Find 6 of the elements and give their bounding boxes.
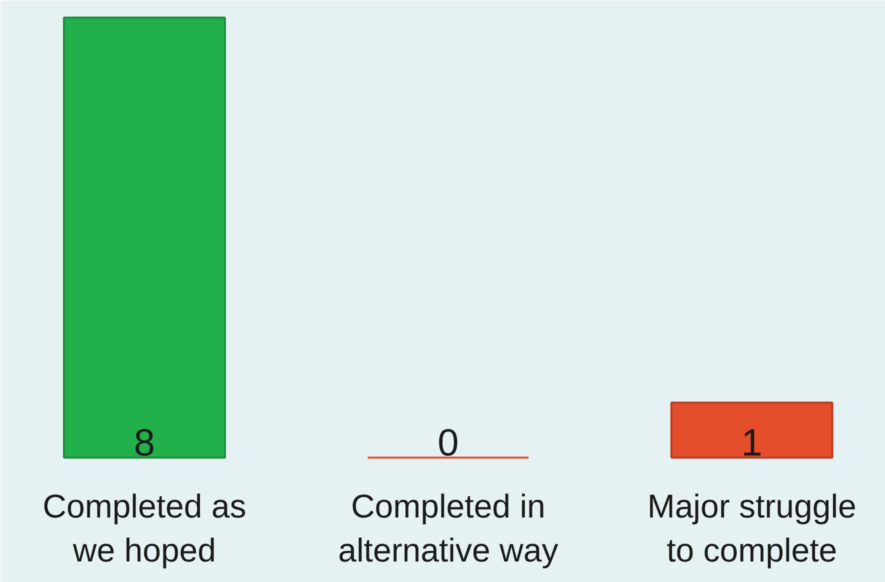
data-label: 1 bbox=[741, 422, 762, 464]
data-label: 8 bbox=[134, 422, 156, 464]
x-tick-label: Completed as we hoped bbox=[42, 487, 246, 568]
x-tick-label: Completed in alternative way bbox=[338, 487, 559, 568]
x-tick-label: Major struggle to complete bbox=[647, 487, 856, 568]
data-label: 0 bbox=[438, 422, 459, 464]
